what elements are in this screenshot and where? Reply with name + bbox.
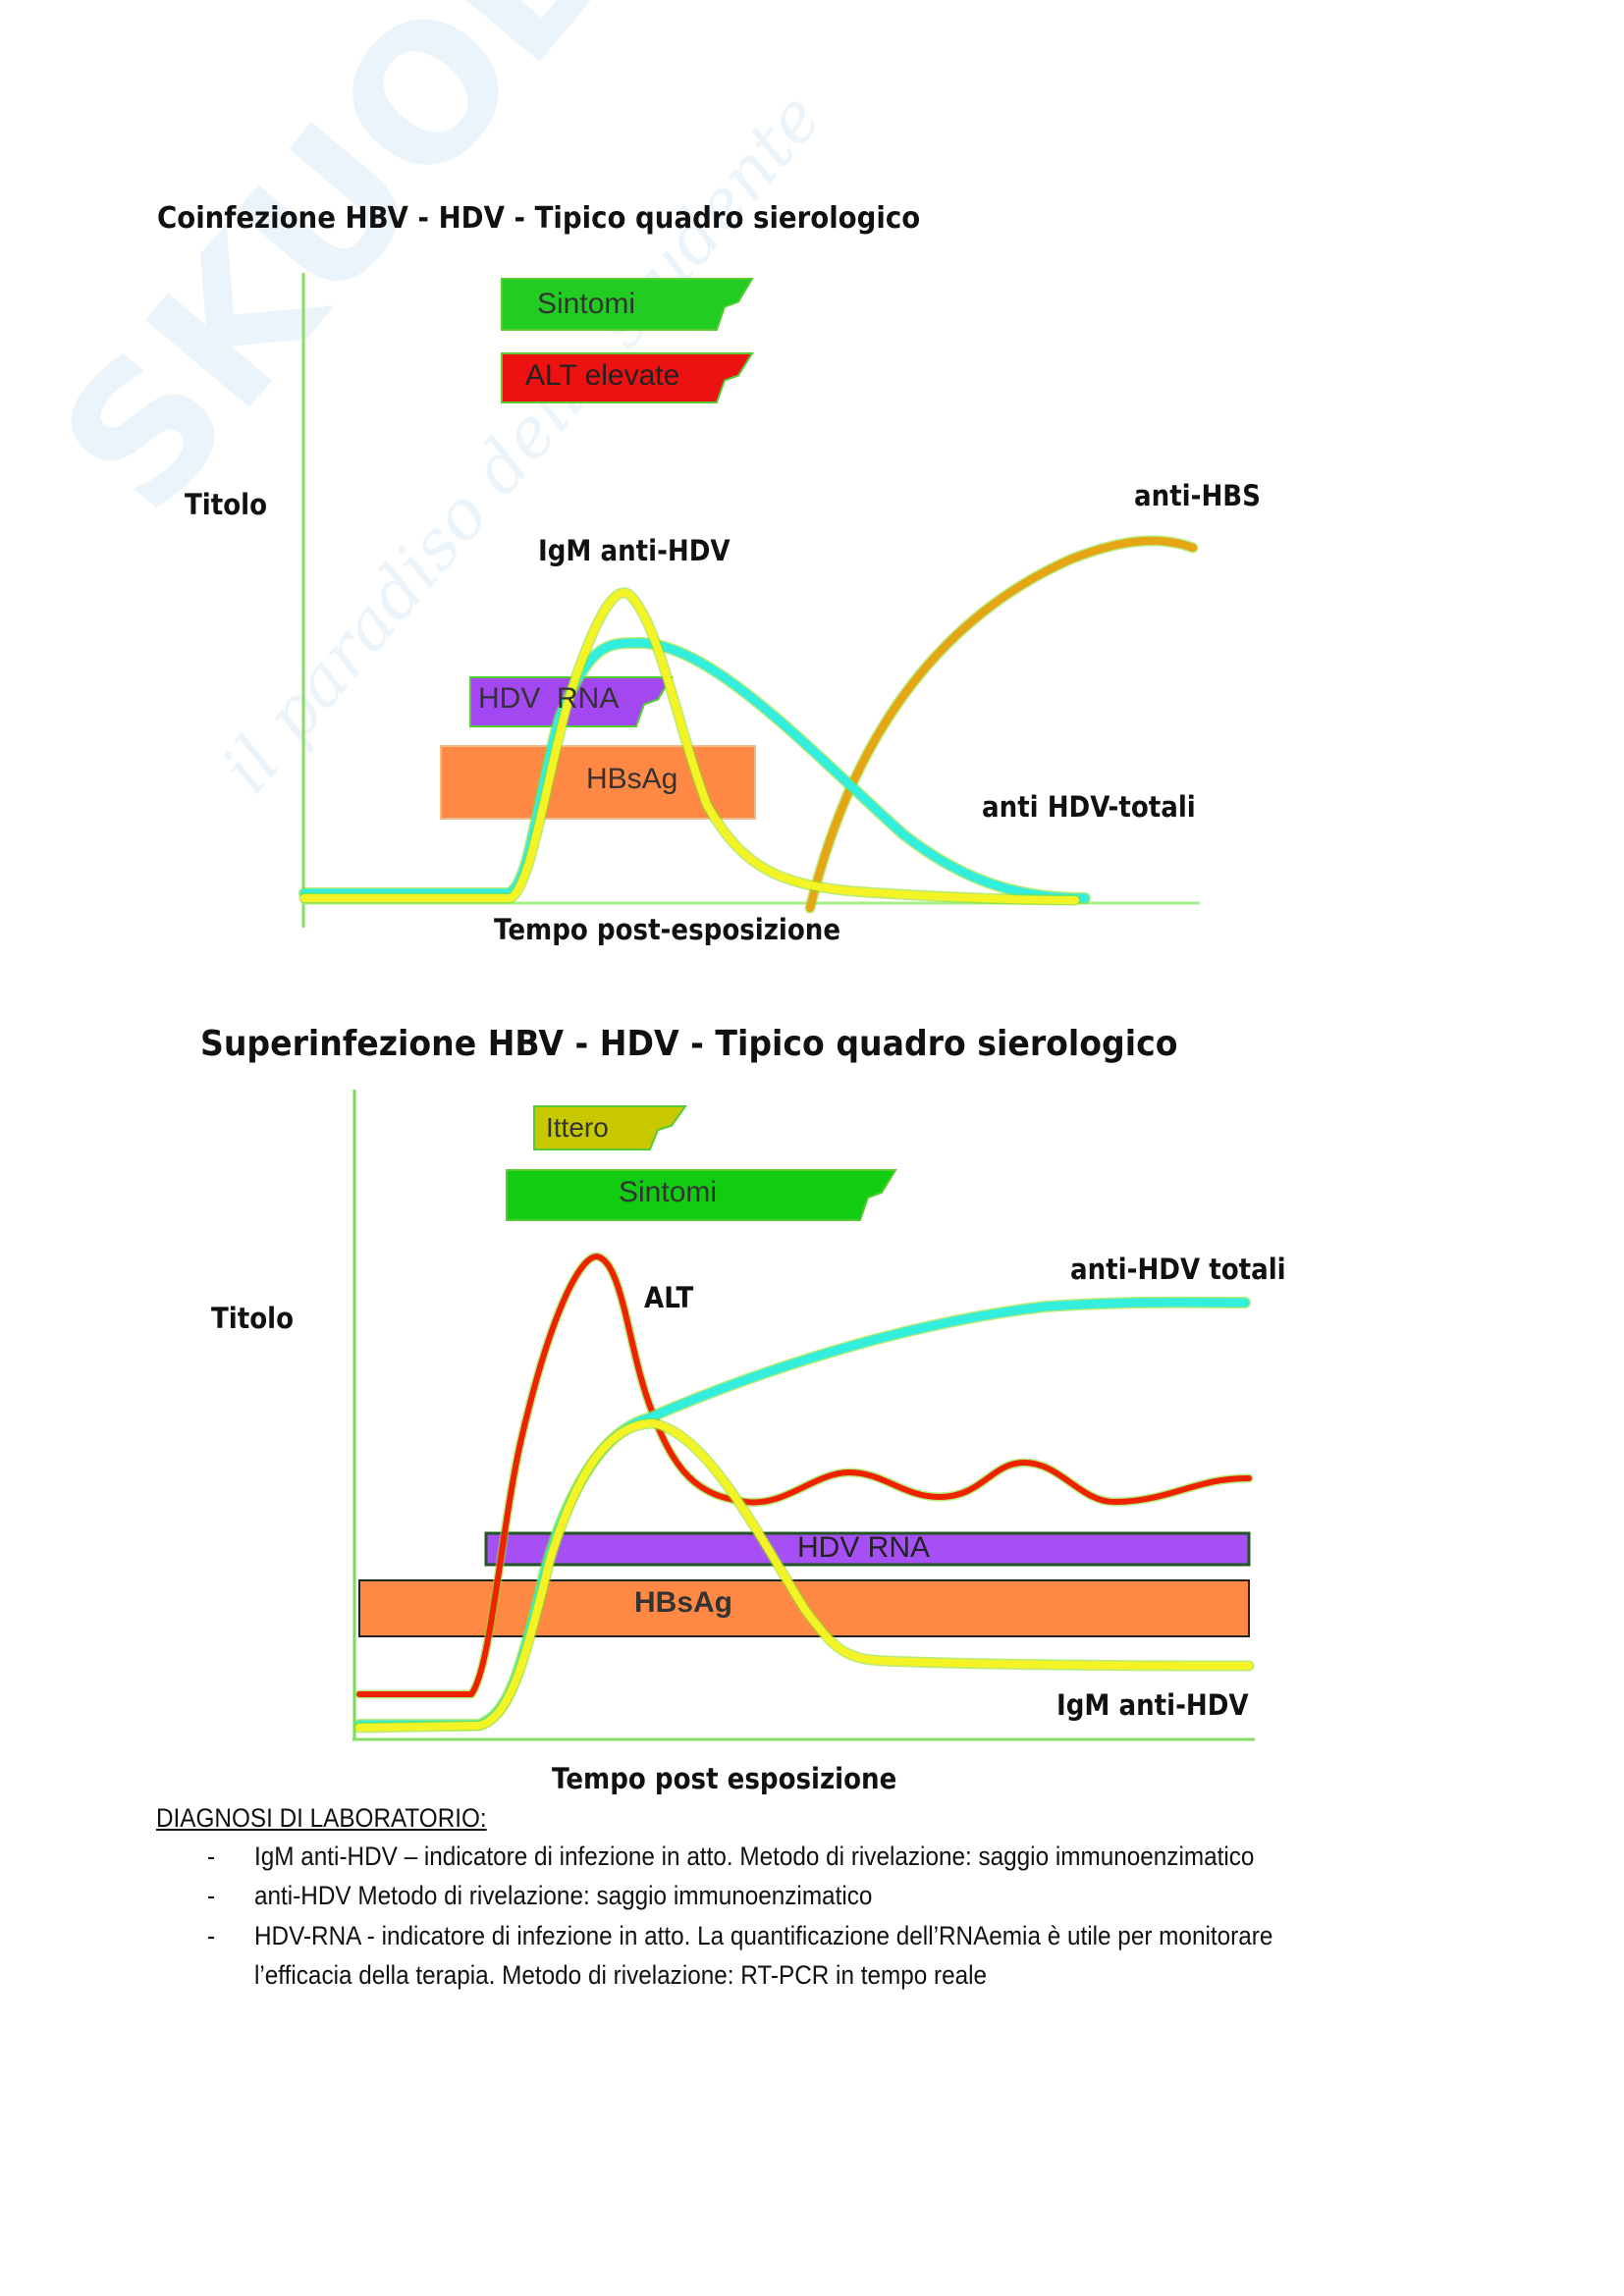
chart2-sintomi-bar: [506, 1169, 897, 1221]
chart2-ittero-bar: [533, 1105, 687, 1150]
chart2-sintomi-label: Sintomi: [619, 1176, 718, 1208]
bullet-dash: -: [207, 1921, 216, 1950]
chart2-xlabel: Tempo post esposizione: [552, 1762, 897, 1795]
chart2-igm-label: IgM anti-HDV: [1056, 1688, 1249, 1722]
chart2-hdv-rna-label: HDV RNA: [797, 1531, 931, 1564]
coinfection-chart: [298, 273, 1200, 928]
chart1-alt-bar: [501, 352, 754, 403]
lab-heading: DIAGNOSI DI LABORATORIO:: [156, 1803, 487, 1833]
chart1-hdv-rna-label: HDV RNA: [478, 682, 620, 715]
chart2-hbsag-label: HBsAg: [634, 1586, 733, 1619]
lab-item: HDV-RNA - indicatore di infezione in att…: [254, 1921, 1273, 1950]
chart2-ylabel: Titolo: [211, 1302, 295, 1335]
chart2-title: Superinfezione HBV - HDV - Tipico quadro…: [200, 1024, 1178, 1064]
chart1-title: Coinfezione HBV - HDV - Tipico quadro si…: [157, 201, 921, 236]
chart1-anti-hdv-tot-label: anti HDV-totali: [982, 790, 1196, 824]
chart1-ylabel: Titolo: [185, 488, 268, 521]
chart2-hdv-rna-bar: [484, 1531, 1251, 1567]
chart1-igm-curve: [300, 589, 1079, 904]
lab-item: IgM anti-HDV – indicatore di infezione i…: [254, 1842, 1255, 1871]
chart1-hbsag-label: HBsAg: [586, 763, 678, 795]
chart1-anti-hbs-curve: [806, 536, 1197, 912]
chart1-anti-hbs-label: anti-HBS: [1134, 479, 1261, 512]
bullet-dash: -: [207, 1842, 216, 1871]
chart1-xlabel: Tempo post-esposizione: [494, 913, 841, 946]
chart1-igm-label: IgM anti-HDV: [538, 534, 731, 567]
chart1-sintomi-bar: [501, 278, 754, 331]
chart2-ittero-label: Ittero: [546, 1112, 609, 1143]
chart1-sintomi-label: Sintomi: [537, 288, 636, 320]
lab-item: anti-HDV Metodo di rivelazione: saggio i…: [254, 1881, 873, 1910]
chart2-alt-curve: [356, 1254, 1252, 1697]
lab-item-continuation: l’efficacia della terapia. Metodo di riv…: [254, 1960, 988, 1990]
bullet-dash: -: [207, 1881, 216, 1910]
chart1-alt-label: ALT elevate: [525, 359, 680, 392]
superinfection-chart: [352, 1090, 1255, 1741]
chart2-anti-hdv-tot-label: anti-HDV totali: [1070, 1253, 1286, 1286]
chart2-igm-curve-outline: [353, 1417, 1255, 1734]
chart2-alt-label: ALT: [644, 1281, 694, 1314]
chart2-igm-curve: [355, 1419, 1253, 1732]
